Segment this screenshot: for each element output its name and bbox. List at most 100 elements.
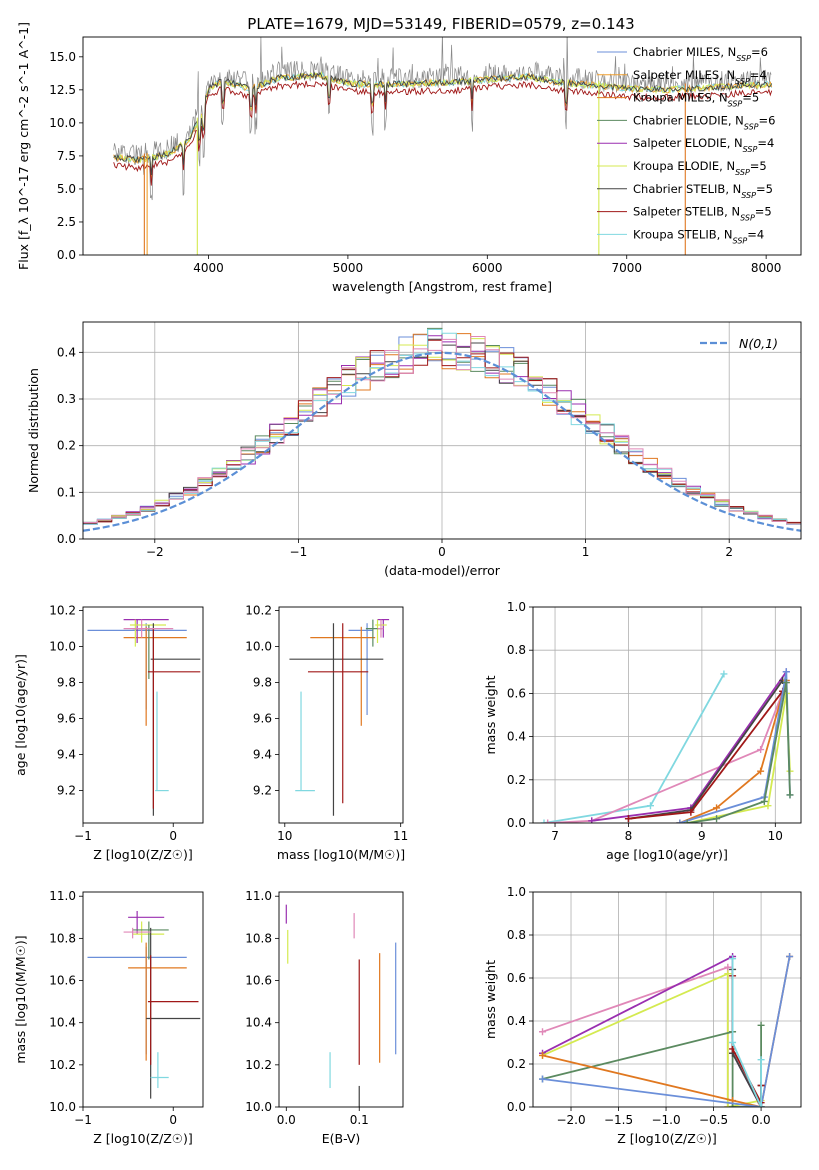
y-tick-label: 11.0 xyxy=(49,889,76,903)
axes-frame xyxy=(278,891,404,1108)
data-point-marker xyxy=(757,1103,765,1107)
y-tick-label: 9.2 xyxy=(57,784,76,798)
errorbar-point xyxy=(128,910,165,935)
series-line-pink xyxy=(547,682,788,823)
data-point-marker xyxy=(676,819,684,823)
data-point-marker xyxy=(760,797,768,805)
observed-spectrum-line xyxy=(113,37,772,201)
legend-entry: Salpeter MILES, NSSP=4 xyxy=(633,68,767,86)
axes-frame xyxy=(532,891,802,1108)
errorbar-point xyxy=(150,1052,169,1089)
x-tick-label: −1 xyxy=(290,545,308,559)
y-tick-label: 0.2 xyxy=(57,439,76,453)
histogram-kroupa-stelib xyxy=(83,329,801,525)
y-tick-label: 0.0 xyxy=(57,248,76,262)
y-tick-label: 10.0 xyxy=(245,1100,272,1114)
y-tick-label: 0.4 xyxy=(507,730,526,744)
y-tick-label: 0.2 xyxy=(507,773,526,787)
data-point-marker xyxy=(544,819,552,823)
x-axis-label: Z [log10(Z/Z☉)] xyxy=(617,1131,717,1146)
series-line-chabrier-miles xyxy=(542,956,791,1107)
errorbar-point xyxy=(123,618,169,643)
legend-entry: Salpeter STELIB, NSSP=5 xyxy=(633,205,772,223)
x-axis-label: E(B-V) xyxy=(322,1131,361,1146)
y-axis-label: age [log10(age/yr)] xyxy=(13,654,28,776)
x-tick-label: 8000 xyxy=(751,261,782,275)
chart-age_vs_Z: −1 0 9.2 9.4 9.6 9.8 10.0 10.2 Z [log10(Z/Z☉)] ag… xyxy=(13,604,204,862)
x-tick-label: 7000 xyxy=(611,261,642,275)
x-tick-label: 2 xyxy=(725,545,733,559)
legend-entry: Chabrier MILES, NSSP=6 xyxy=(633,45,768,63)
data-point-marker xyxy=(683,819,691,823)
plot-area-age_vs_Z xyxy=(87,618,201,816)
axes-frame xyxy=(82,321,802,540)
axes-frame xyxy=(532,606,802,824)
y-tick-label: 10.2 xyxy=(245,1058,272,1072)
x-tick-label: 0 xyxy=(169,829,177,843)
y-tick-label: 0.0 xyxy=(507,1100,526,1114)
errorbar-point xyxy=(295,691,315,792)
x-tick-label: 4000 xyxy=(193,261,224,275)
y-tick-label: 10.2 xyxy=(49,604,76,618)
y-tick-label: 0.4 xyxy=(507,1014,526,1028)
data-point-marker xyxy=(720,670,728,678)
x-tick-label: −1.5 xyxy=(604,1113,633,1127)
x-tick-label: 10 xyxy=(768,829,783,843)
errorbar-point xyxy=(123,626,187,726)
errorbar-point xyxy=(128,942,187,1061)
y-tick-label: 9.4 xyxy=(253,748,272,762)
histogram-salpeter-stelib xyxy=(83,339,801,525)
series-line-chabrier-elodie xyxy=(687,682,791,823)
x-tick-label: 0 xyxy=(169,1113,177,1127)
errorbar-point xyxy=(147,628,201,809)
x-tick-label: −2.0 xyxy=(556,1113,585,1127)
plot-area-spectrum xyxy=(113,37,773,255)
axes-frame xyxy=(82,36,802,256)
data-point-marker xyxy=(687,808,695,816)
y-tick-label: 1.0 xyxy=(507,885,526,899)
data-point-marker xyxy=(757,746,765,754)
y-tick-label: 10.4 xyxy=(49,1016,76,1030)
data-point-marker xyxy=(757,767,765,775)
x-axis-label: Z [log10(Z/Z☉)] xyxy=(93,847,193,862)
data-point-marker xyxy=(729,1103,737,1107)
errorbar-point xyxy=(132,625,156,679)
y-tick-label: 11.0 xyxy=(245,889,272,903)
data-point-marker xyxy=(540,819,548,823)
series-line-chabrier-stelib xyxy=(731,969,762,1107)
y-tick-label: 0.8 xyxy=(507,928,526,942)
data-point-marker xyxy=(724,963,732,971)
data-point-marker xyxy=(786,953,794,960)
y-tick-label: 10.6 xyxy=(245,974,272,988)
y-tick-label: 1.0 xyxy=(507,600,526,614)
data-point-marker xyxy=(757,1021,765,1029)
errorbar-point xyxy=(87,946,187,1055)
x-axis-label: Z [log10(Z/Z☉)] xyxy=(93,1131,193,1146)
data-point-marker xyxy=(646,802,654,810)
errorbar-point xyxy=(123,927,151,939)
y-tick-label: 0.1 xyxy=(57,485,76,499)
x-tick-label: 9 xyxy=(698,829,706,843)
plot-area-mass_weight_vs_age xyxy=(533,607,801,823)
x-axis-label: (data-model)/error xyxy=(384,563,501,578)
y-tick-label: 10.0 xyxy=(49,116,76,130)
data-point-marker xyxy=(624,815,632,823)
data-point-marker xyxy=(713,815,721,823)
x-tick-label: 10 xyxy=(277,829,292,843)
legend-entry: Kroupa ELODIE, NSSP=5 xyxy=(633,159,767,177)
y-tick-label: 10.2 xyxy=(245,604,272,618)
y-tick-label: 0.8 xyxy=(507,643,526,657)
plot-area-residuals xyxy=(83,322,801,539)
errorbar-point xyxy=(155,691,169,792)
y-tick-label: 9.6 xyxy=(253,712,272,726)
series-line-kroupa-stelib xyxy=(731,958,762,1107)
series-line-kroupa-miles xyxy=(679,680,788,823)
data-point-marker xyxy=(729,955,737,963)
errorbar-point xyxy=(365,619,383,647)
data-point-marker xyxy=(782,679,790,687)
x-tick-label: 11 xyxy=(393,829,408,843)
x-tick-label: 0.0 xyxy=(277,1113,296,1127)
y-tick-label: 10.6 xyxy=(49,974,76,988)
y-tick-label: 0.2 xyxy=(507,1057,526,1071)
y-tick-label: 10.8 xyxy=(245,931,272,945)
